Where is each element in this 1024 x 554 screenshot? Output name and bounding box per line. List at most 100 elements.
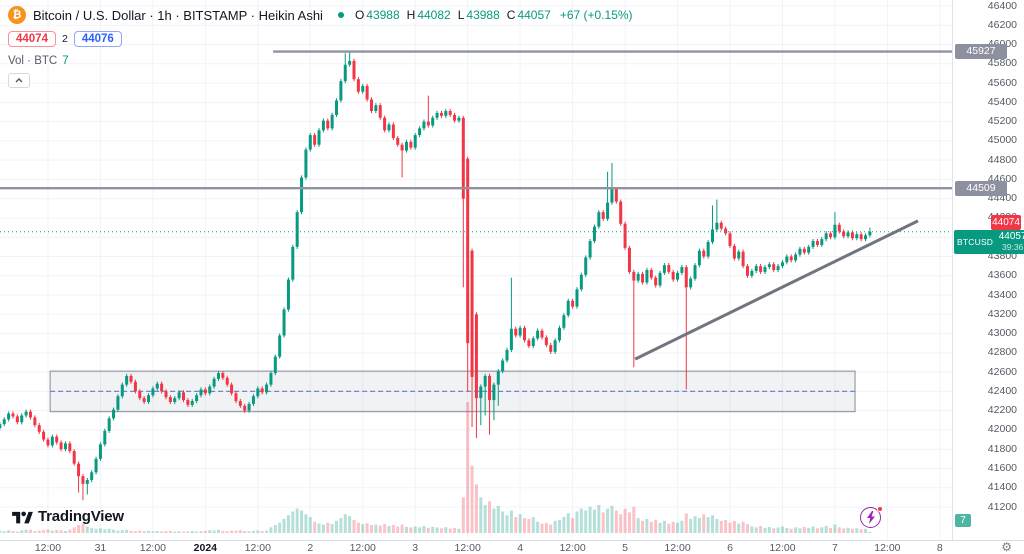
candle-body xyxy=(352,60,356,80)
price-axis[interactable]: 45927 44509 44074 BTCUSD 44057 39:36 7 4… xyxy=(952,0,1024,540)
volume-study-label[interactable]: Vol · BTC xyxy=(8,54,58,67)
candle-body xyxy=(251,396,255,404)
volume-bar xyxy=(837,527,841,533)
volume-bar xyxy=(50,530,54,533)
candle-body xyxy=(453,114,457,121)
candle-body xyxy=(208,386,212,394)
volume-bar xyxy=(273,525,277,533)
volume-bar xyxy=(741,521,745,533)
candle-body xyxy=(728,233,732,246)
volume-bar xyxy=(606,508,610,533)
volume-bar xyxy=(820,527,824,533)
candle-body xyxy=(658,272,662,286)
volume-bar xyxy=(212,530,216,533)
candle-body xyxy=(313,135,317,145)
volume-bar xyxy=(571,518,575,533)
volume-bar xyxy=(356,522,360,533)
candle-body xyxy=(601,212,605,219)
candle-body xyxy=(24,411,28,416)
volume-bar xyxy=(623,508,627,533)
candle-body xyxy=(186,400,190,405)
volume-bar xyxy=(151,531,155,533)
time-tick-label: 4 xyxy=(517,542,524,554)
candle-body xyxy=(11,413,15,417)
volume-bar xyxy=(693,516,697,533)
candle-body xyxy=(103,430,107,445)
volume-bar xyxy=(711,515,715,533)
candle-body xyxy=(291,246,295,280)
volume-bar xyxy=(654,519,658,533)
volume-bar xyxy=(387,525,391,533)
volume-bar xyxy=(378,525,382,533)
candle-body xyxy=(431,117,435,126)
volume-bar xyxy=(641,520,645,533)
time-axis[interactable]: ⚙ 12:00 31 12:00 2024 12:00 2 12:00 3 12:00 4 12:0… xyxy=(0,540,1024,554)
volume-bar xyxy=(737,523,741,533)
volume-bar xyxy=(658,522,662,533)
candle-body xyxy=(815,241,819,245)
candle-body xyxy=(116,396,120,410)
volume-bar xyxy=(523,518,527,533)
volume-bar xyxy=(282,518,286,533)
candle-body xyxy=(234,393,238,402)
candle-body xyxy=(330,114,334,129)
candle-body xyxy=(636,273,640,281)
candle-body xyxy=(444,111,448,116)
volume-axis-badge: 7 xyxy=(955,514,971,527)
volume-bar xyxy=(754,527,758,533)
volume-bar xyxy=(195,531,199,533)
volume-bar xyxy=(505,515,509,533)
time-tick-label: 2 xyxy=(307,542,314,554)
candle-body xyxy=(671,271,675,280)
price-level-label-45927: 45927 xyxy=(955,44,1007,59)
candle-body xyxy=(439,112,443,116)
candle-body xyxy=(269,373,273,385)
volume-bar xyxy=(785,527,789,533)
candle-body xyxy=(317,130,321,145)
volume-bar xyxy=(483,504,487,533)
candle-body xyxy=(536,330,540,339)
volume-bar xyxy=(702,514,706,533)
price-chart-canvas[interactable] xyxy=(0,0,952,540)
close-label: C xyxy=(506,8,516,22)
volume-bar xyxy=(98,528,102,533)
volume-bar xyxy=(842,528,846,533)
candle-body xyxy=(72,451,76,464)
price-tick-label: 44400 xyxy=(987,192,1017,205)
candle-body xyxy=(164,391,168,398)
candle-body xyxy=(759,266,763,272)
low-label: L xyxy=(457,8,465,22)
volume-bar xyxy=(216,529,220,533)
price-tick-label: 44800 xyxy=(987,153,1017,166)
symbol-title[interactable]: Bitcoin / U.S. Dollar · 1h · BITSTAMP · … xyxy=(33,7,323,23)
price-tick-label: 45200 xyxy=(987,115,1017,128)
candle-body xyxy=(562,315,566,328)
volume-bar xyxy=(133,531,137,533)
volume-bar xyxy=(168,530,172,533)
volume-bar xyxy=(610,505,614,533)
close-value: 44057 xyxy=(517,8,551,22)
candle-body xyxy=(780,262,784,267)
candle-body xyxy=(855,234,859,239)
volume-bar xyxy=(597,504,601,533)
volume-bar xyxy=(859,529,863,533)
volume-bar xyxy=(557,519,561,533)
candle-body xyxy=(641,273,645,283)
volume-bar xyxy=(103,529,107,533)
tradingview-logo[interactable]: TradingView xyxy=(12,508,124,525)
candle-body xyxy=(448,111,452,115)
ask-button[interactable]: 44076 xyxy=(73,31,122,47)
collapse-legend-button[interactable] xyxy=(8,73,30,88)
volume-bar xyxy=(767,526,771,533)
candle-body xyxy=(763,267,767,272)
candle-body xyxy=(400,144,404,151)
volume-bar xyxy=(129,530,133,533)
price-tick-label: 46400 xyxy=(987,0,1017,12)
gear-icon[interactable]: ⚙ xyxy=(1001,540,1012,554)
market-status-dot-icon[interactable] xyxy=(337,12,344,18)
bid-button[interactable]: 44074 xyxy=(8,31,56,47)
events-button[interactable] xyxy=(860,506,883,530)
volume-bar xyxy=(527,518,531,533)
time-tick-label: 12:00 xyxy=(34,542,62,554)
candle-body xyxy=(737,251,741,259)
